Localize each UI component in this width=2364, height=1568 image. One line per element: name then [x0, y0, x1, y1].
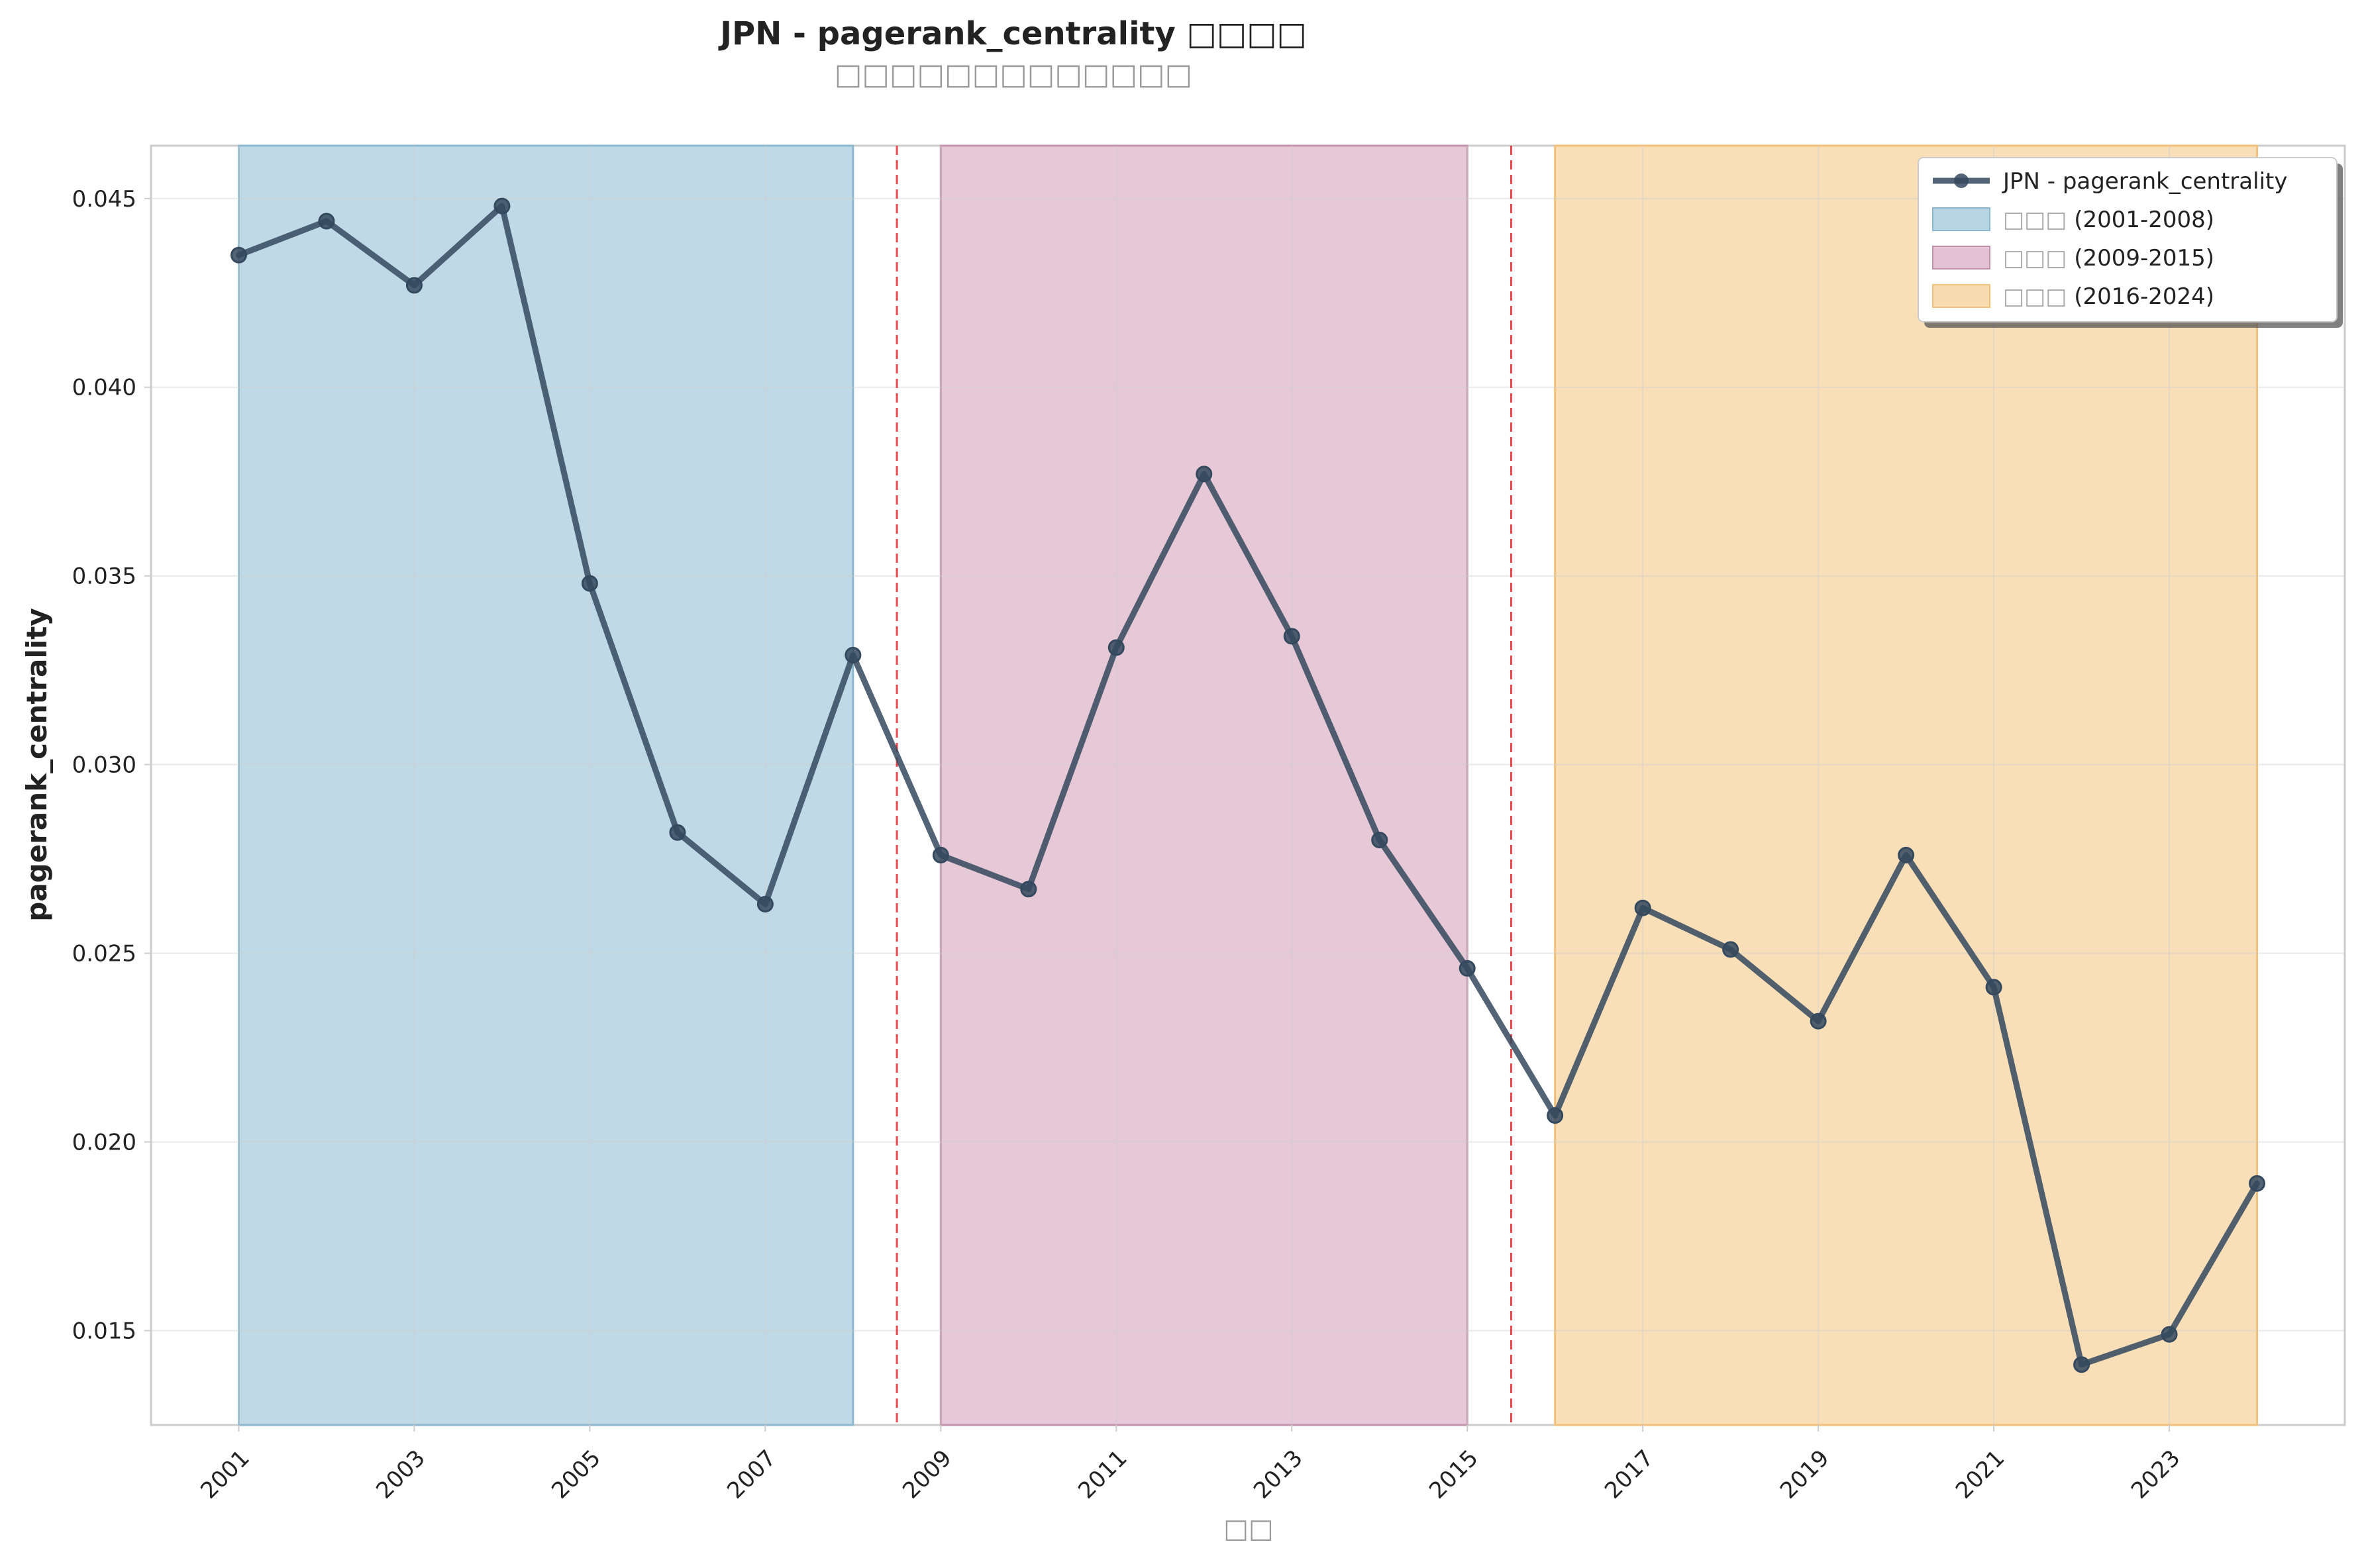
chart-title: JPN - pagerank_centrality □□□□ [718, 15, 1307, 52]
y-tick-label: 0.045 [72, 186, 136, 213]
y-axis-label: pagerank_centrality [21, 608, 53, 922]
data-point-2014 [1371, 832, 1388, 849]
data-point-2008 [845, 646, 862, 663]
y-tick-label: 0.040 [72, 375, 136, 401]
legend-period-label-2: □□□ (2009-2015) [2003, 245, 2214, 271]
chart-subtitle: □□□□□□□□□□□□□ [835, 58, 1192, 91]
data-point-2010 [1020, 881, 1037, 898]
data-point-2007 [756, 896, 774, 913]
x-tick-label: 2015 [1424, 1445, 1483, 1504]
data-point-2009 [932, 846, 949, 863]
x-tick-label: 2023 [2126, 1445, 2185, 1504]
data-point-2022 [2073, 1356, 2090, 1373]
period-band-3 [1554, 144, 2259, 1426]
legend: JPN - pagerank_centrality □□□ (2001-2008)… [1918, 157, 2343, 328]
period-band-2 [939, 144, 1468, 1426]
legend-series-label: JPN - pagerank_centrality [2002, 168, 2287, 195]
data-point-2013 [1283, 628, 1300, 645]
legend-swatch-2 [1932, 246, 1990, 270]
series-line-path [236, 203, 2260, 1368]
series-points [230, 197, 2266, 1373]
data-point-2023 [2161, 1326, 2178, 1343]
x-tick-label: 2013 [1249, 1445, 1308, 1504]
data-point-2021 [1985, 979, 2002, 996]
period-bands [237, 144, 2259, 1426]
x-tick-label: 2019 [1775, 1445, 1834, 1504]
data-point-2012 [1196, 466, 1213, 483]
data-point-2011 [1107, 639, 1125, 656]
data-point-2018 [1722, 941, 1739, 958]
data-point-2016 [1547, 1107, 1564, 1124]
y-tick-label: 0.020 [72, 1130, 136, 1156]
y-axis-ticks: 0.015 0.020 0.025 0.030 0.035 0.040 0.045 [72, 186, 151, 1345]
x-tick-label: 2003 [371, 1445, 430, 1504]
x-tick-label: 2011 [1073, 1445, 1132, 1504]
data-point-2019 [1810, 1012, 1827, 1030]
x-tick-label: 2007 [722, 1445, 781, 1504]
data-point-2024 [2249, 1175, 2266, 1192]
breakpoint-lines [896, 146, 1512, 1425]
data-point-2006 [669, 824, 686, 841]
data-point-2020 [1898, 846, 1915, 863]
data-point-2015 [1459, 959, 1476, 977]
data-point-2003 [405, 277, 423, 294]
y-tick-label: 0.015 [72, 1318, 136, 1345]
legend-period-label-3: □□□ (2016-2024) [2003, 283, 2214, 310]
data-point-2005 [581, 575, 598, 592]
grid-lines [151, 146, 2345, 1425]
x-axis-label: □□ [1223, 1514, 1274, 1544]
data-point-2004 [493, 197, 511, 215]
x-tick-label: 2009 [898, 1445, 956, 1504]
x-tick-label: 2021 [1951, 1445, 2010, 1504]
x-axis-ticks: 2001 2003 2005 2007 2009 2011 2013 2015 2017 2019… [195, 1425, 2185, 1504]
legend-period-label-1: □□□ (2001-2008) [2003, 207, 2214, 233]
y-tick-label: 0.030 [72, 752, 136, 779]
legend-box [1918, 157, 2338, 322]
x-tick-label: 2005 [546, 1445, 605, 1504]
legend-series-marker [1954, 173, 1969, 188]
y-tick-label: 0.025 [72, 941, 136, 967]
legend-swatch-1 [1932, 207, 1990, 231]
x-tick-label: 2001 [195, 1445, 254, 1504]
data-point-2002 [318, 213, 335, 230]
series-line [236, 203, 2260, 1368]
data-point-2001 [230, 246, 247, 264]
data-point-2017 [1634, 899, 1651, 916]
period-band-1 [237, 144, 854, 1426]
x-tick-label: 2017 [1600, 1445, 1659, 1504]
legend-swatch-3 [1932, 284, 1990, 308]
y-tick-label: 0.035 [72, 564, 136, 590]
